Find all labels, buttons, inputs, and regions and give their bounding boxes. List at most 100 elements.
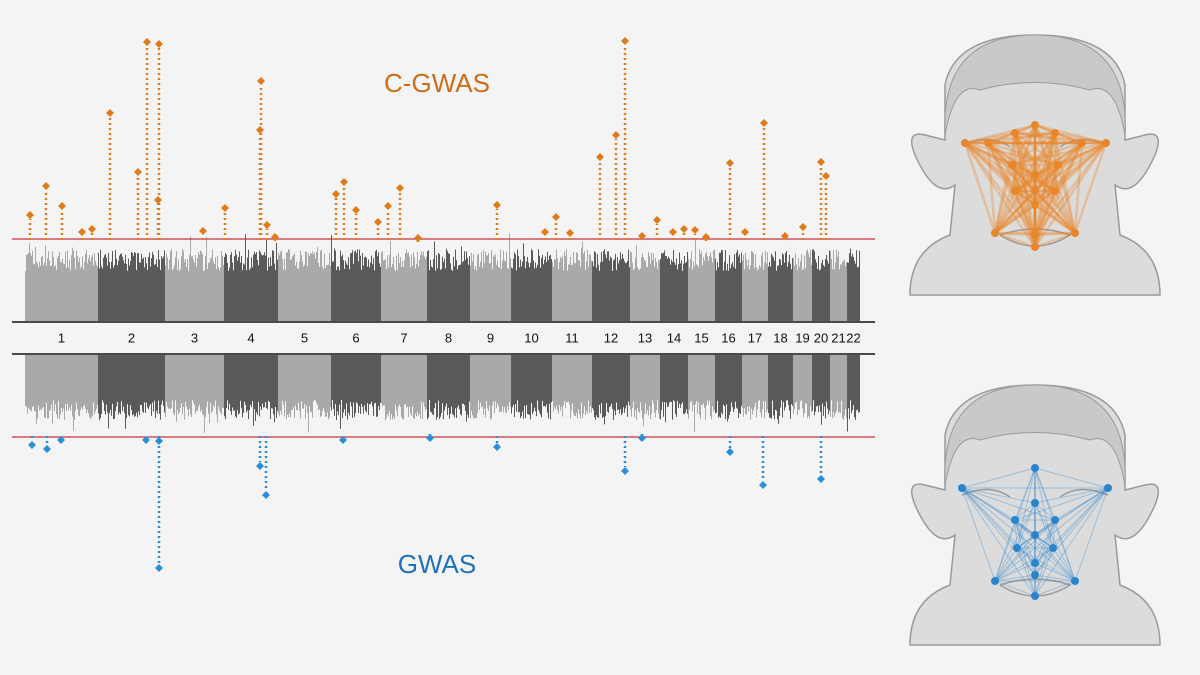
network-edge: [1034, 487, 1109, 597]
hit-marker: [256, 462, 264, 470]
chromosome-label: 22: [846, 330, 860, 345]
network-edge: [961, 487, 1016, 521]
network-edge: [1053, 190, 1077, 234]
network-edge: [1073, 142, 1108, 234]
network-edge: [994, 547, 1018, 582]
chromosome-label: 10: [524, 330, 538, 345]
hit-marker: [638, 434, 646, 442]
network-edge: [1034, 580, 1076, 597]
network-edge: [1034, 502, 1076, 582]
network-node: [1102, 139, 1110, 147]
chromosome-cloud: [660, 250, 688, 321]
chromosome-cloud: [742, 250, 768, 321]
network-node: [984, 139, 992, 147]
network-edge: [1033, 124, 1057, 192]
network-edge: [993, 174, 1037, 234]
network-edge: [961, 487, 996, 582]
network-edge: [1034, 487, 1109, 504]
network-edge: [994, 231, 1036, 249]
chromosome-label: 19: [795, 330, 809, 345]
network-edge: [1034, 519, 1056, 576]
chromosome-cloud: [381, 241, 427, 321]
network-node: [1031, 171, 1039, 179]
network-edge: [961, 487, 1076, 582]
chromosome-cloud: [165, 355, 224, 433]
network-edge: [1034, 142, 1107, 206]
chromosome-label: 20: [814, 330, 828, 345]
network-edge: [1057, 141, 1107, 167]
network-edge: [1034, 141, 1083, 177]
hit-marker: [332, 190, 340, 198]
network-edge: [1034, 467, 1109, 489]
network-edge: [964, 142, 1036, 236]
chromosome-label: 11: [565, 330, 579, 345]
network-edge: [987, 141, 1059, 167]
chromosome-label: 1: [58, 330, 65, 345]
network-edge: [1056, 164, 1077, 234]
hit-marker: [621, 467, 629, 475]
network-edge: [1034, 141, 1107, 193]
network-edge: [994, 164, 1059, 234]
network-edge: [1011, 141, 1083, 167]
network-edge: [993, 132, 1017, 234]
network-edge: [961, 487, 1036, 504]
hit-marker: [134, 168, 142, 176]
hit-marker: [726, 159, 734, 167]
network-edge: [1011, 163, 1036, 177]
miami-plot: [25, 233, 860, 433]
network-edge: [1033, 164, 1060, 236]
network-edge: [1014, 141, 1083, 193]
network-edge: [1016, 502, 1036, 549]
chromosome-cloud: [331, 355, 381, 429]
network-edge: [993, 164, 1014, 234]
network-node: [958, 484, 966, 492]
chromosome-cloud: [768, 355, 793, 424]
network-edge: [994, 142, 1107, 234]
network-edge: [1033, 124, 1060, 166]
network-edge: [994, 519, 1016, 582]
network-edge: [1034, 163, 1059, 177]
hit-marker: [817, 158, 825, 166]
chromosome-label: 17: [748, 330, 762, 345]
chromosome-cloud: [592, 249, 630, 321]
chromosome-label: 8: [445, 330, 452, 345]
hit-marker: [691, 226, 699, 234]
network-edge: [1013, 190, 1037, 248]
hit-marker: [541, 228, 549, 236]
network-edge: [994, 562, 1036, 582]
network-node: [1031, 121, 1039, 129]
chromosome-cloud: [768, 250, 793, 321]
network-edge: [1013, 132, 1037, 176]
hit-marker: [760, 119, 768, 127]
hit-marker: [759, 481, 767, 489]
network-edge: [1034, 231, 1076, 237]
hit-marker: [612, 131, 620, 139]
hit-marker: [799, 223, 807, 231]
network-edge: [1033, 142, 1084, 248]
chromosome-cloud: [165, 236, 224, 321]
chromosome-label: 7: [400, 330, 407, 345]
network-edge: [986, 142, 1037, 236]
network-edge: [1010, 124, 1037, 166]
network-edge: [1034, 164, 1059, 192]
chromosome-cloud: [470, 355, 511, 420]
network-node: [1051, 129, 1059, 137]
chromosome-cloud: [630, 355, 660, 427]
network-edge: [994, 189, 1056, 235]
network-edge: [1054, 487, 1109, 521]
network-edge: [1053, 164, 1060, 192]
network-edge: [1033, 124, 1077, 234]
chromosome-label: 14: [667, 330, 681, 345]
network-edge: [964, 131, 1056, 145]
network-edge: [1016, 547, 1036, 597]
hit-marker: [221, 204, 229, 212]
network-edge: [1034, 519, 1056, 564]
network-node: [1051, 516, 1059, 524]
hit-marker: [653, 216, 661, 224]
network-node: [1031, 201, 1039, 209]
network-edge: [987, 141, 1036, 177]
chromosome-cloud: [25, 243, 98, 321]
chromosome-cloud: [98, 355, 165, 429]
hit-marker: [621, 37, 629, 45]
chromosome-cloud: [511, 243, 552, 321]
